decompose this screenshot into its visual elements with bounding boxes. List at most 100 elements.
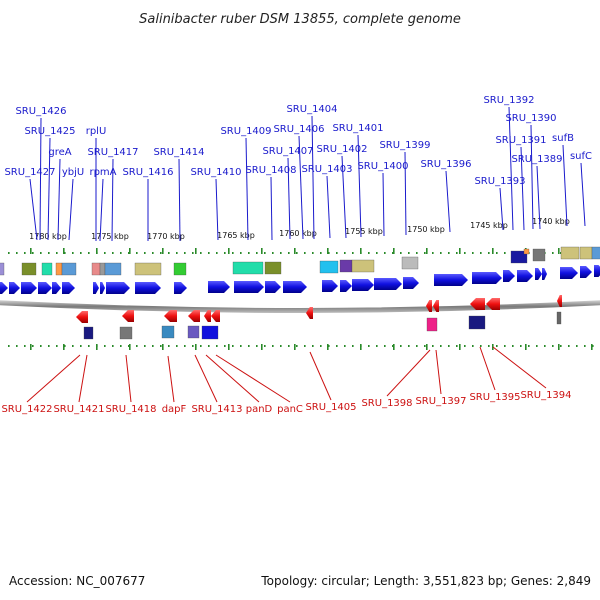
- forward-gene-arrow: [21, 282, 37, 294]
- scale-tick-major: [591, 344, 593, 350]
- label-leader-line: [167, 355, 175, 403]
- gene-label: sufC: [570, 151, 592, 162]
- scale-tick: [56, 345, 58, 347]
- forward-gene-arrow: [100, 282, 105, 294]
- forward-gene-arrow: [517, 270, 533, 282]
- scale-tick: [504, 252, 506, 254]
- gene-label: SRU_1427: [4, 167, 55, 178]
- gene-label: SRU_1413: [191, 404, 242, 415]
- scale-tick: [552, 345, 554, 347]
- scale-tick: [472, 345, 474, 347]
- cog-box: [532, 248, 546, 262]
- scale-tick: [184, 345, 186, 347]
- scale-tick-major: [63, 248, 65, 254]
- scale-tick-major: [327, 344, 329, 350]
- scale-tick: [512, 345, 514, 347]
- forward-gene-arrow: [434, 274, 468, 286]
- scale-tick-major: [96, 248, 98, 254]
- gene-label: SRU_1422: [1, 404, 52, 415]
- scale-tick: [552, 252, 554, 254]
- scale-tick: [32, 252, 34, 254]
- scale-tick: [64, 252, 66, 254]
- scale-tick: [440, 345, 442, 347]
- scale-tick: [368, 345, 370, 347]
- gene-label: sufB: [552, 133, 574, 144]
- scale-tick: [456, 252, 458, 254]
- scale-tick: [480, 345, 482, 347]
- gene-label: SRU_1414: [153, 147, 204, 158]
- scale-tick: [320, 252, 322, 254]
- label-leader-line: [341, 155, 347, 239]
- cog-box: [201, 325, 219, 340]
- scale-tick: [128, 345, 130, 347]
- scale-tick: [296, 252, 298, 254]
- label-leader-line: [287, 157, 291, 240]
- scale-tick: [392, 252, 394, 254]
- forward-gene-arrow: [580, 266, 592, 278]
- scale-tick: [280, 252, 282, 254]
- scale-tick: [240, 345, 242, 347]
- scale-tick: [168, 252, 170, 254]
- label-leader-line: [530, 124, 534, 230]
- scale-tick: [136, 345, 138, 347]
- scale-tick-major: [195, 344, 197, 350]
- scale-tick-major: [228, 344, 230, 350]
- scale-tick: [336, 345, 338, 347]
- scale-tick: [176, 345, 178, 347]
- scale-tick: [152, 345, 154, 347]
- cog-box: [579, 246, 593, 260]
- gene-arrows: [0, 265, 600, 323]
- reverse-gene-arrow: [470, 298, 485, 310]
- scale-tick: [40, 252, 42, 254]
- scale-label: 1755 kbp: [345, 227, 383, 236]
- cog-box: [468, 315, 486, 330]
- cog-boxes: [0, 246, 600, 340]
- forward-gene-arrow: [352, 279, 374, 291]
- cog-box: [91, 262, 101, 276]
- gene-label: SRU_1401: [332, 123, 383, 134]
- scale-tick-major: [558, 248, 560, 254]
- scale-tick: [176, 252, 178, 254]
- gene-label: SRU_1397: [415, 396, 466, 407]
- scale-tick: [424, 345, 426, 347]
- scale-tick: [144, 345, 146, 347]
- forward-gene-arrow: [403, 277, 419, 289]
- forward-gene-arrow: [106, 282, 130, 294]
- cog-box: [426, 317, 438, 332]
- scale-tick: [448, 252, 450, 254]
- scale-tick-major: [162, 248, 164, 254]
- label-leader-line: [99, 178, 104, 242]
- gene-label: SRU_1395: [469, 392, 520, 403]
- cog-box: [339, 259, 353, 273]
- label-leader-line: [178, 158, 181, 242]
- cog-box: [161, 325, 175, 339]
- scale-tick: [456, 345, 458, 347]
- genome-stats: Topology: circular; Length: 3,551,823 bp…: [260, 574, 591, 588]
- gene-label: SRU_1405: [305, 402, 356, 413]
- scale-tick: [368, 252, 370, 254]
- scale-tick: [576, 345, 578, 347]
- forward-gene-arrow: [374, 278, 402, 290]
- gene-label: SRU_1410: [190, 167, 241, 178]
- gene-label: SRU_1390: [505, 113, 556, 124]
- scale-tick: [488, 345, 490, 347]
- scale-tick: [496, 345, 498, 347]
- scale-tick: [304, 345, 306, 347]
- scale-tick: [184, 252, 186, 254]
- scale-tick: [544, 345, 546, 347]
- cog-box: [319, 260, 339, 274]
- scale-tick: [160, 345, 162, 347]
- scale-tick: [464, 252, 466, 254]
- scale-tick: [88, 252, 90, 254]
- scale-tick: [24, 345, 26, 347]
- scale-tick: [272, 252, 274, 254]
- forward-gene-arrow: [208, 281, 230, 293]
- scale-tick: [104, 345, 106, 347]
- forward-gene-arrow: [234, 281, 264, 293]
- scale-tick: [448, 345, 450, 347]
- label-leader-line: [68, 178, 74, 241]
- scale-tick: [8, 345, 10, 347]
- scale-tick: [216, 252, 218, 254]
- scale-tick: [304, 252, 306, 254]
- scale-labels: 1780 kbp 1775 kbp 1770 kbp 1765 kbp 1760 kbp…: [29, 217, 570, 241]
